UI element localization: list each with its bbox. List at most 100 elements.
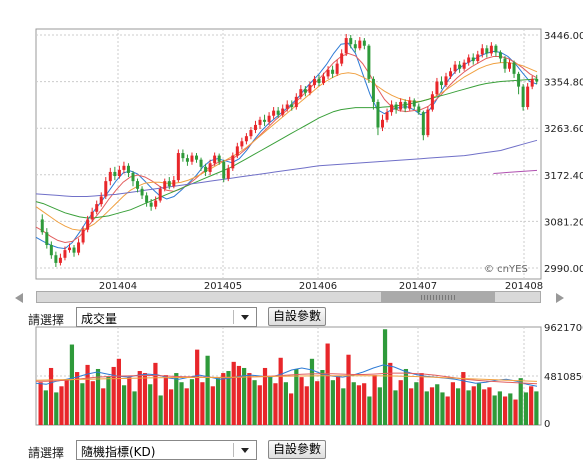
volume-bar bbox=[424, 391, 429, 425]
volume-bar bbox=[403, 368, 409, 425]
volume-bar bbox=[215, 378, 221, 425]
indicator-select-2[interactable]: 隨機指標(KD) bbox=[76, 440, 257, 460]
candle-body bbox=[185, 158, 189, 162]
volume-bar bbox=[59, 386, 64, 425]
volume-bar bbox=[75, 372, 80, 425]
candle-body bbox=[95, 204, 99, 212]
volume-bar bbox=[153, 362, 158, 425]
volume-bar bbox=[476, 383, 482, 425]
candle-body bbox=[258, 119, 262, 125]
volume-bar bbox=[38, 382, 43, 425]
candle-body bbox=[335, 63, 339, 74]
price-x-tick-label: 201404 bbox=[99, 281, 137, 292]
candle-body bbox=[331, 69, 335, 74]
candle-body bbox=[480, 48, 484, 55]
volume-bar bbox=[482, 389, 487, 425]
candle-body bbox=[403, 101, 407, 109]
indicator-select[interactable]: 成交量 bbox=[76, 307, 257, 327]
volume-bar bbox=[168, 389, 174, 425]
volume-bar bbox=[174, 373, 179, 425]
scrollbar-grip bbox=[424, 295, 425, 300]
candle-body bbox=[521, 86, 525, 108]
candle-body bbox=[86, 219, 90, 230]
candle-body bbox=[485, 48, 489, 54]
candle-body bbox=[312, 78, 316, 86]
candle-body bbox=[81, 229, 85, 243]
candle-body bbox=[195, 155, 199, 160]
volume-bar bbox=[278, 357, 283, 425]
candle-body bbox=[276, 110, 280, 115]
candle-body bbox=[467, 57, 471, 63]
candle-body bbox=[176, 153, 180, 181]
candle-body bbox=[399, 101, 403, 110]
price-ma-line-ma10 bbox=[35, 52, 538, 244]
price-ma-line-ma120 bbox=[35, 139, 538, 197]
volume-bar bbox=[487, 387, 492, 425]
scrollbar-grip bbox=[439, 295, 440, 300]
candle-body bbox=[117, 169, 121, 177]
volume-bar bbox=[69, 344, 75, 425]
scrollbar-grip bbox=[445, 295, 446, 300]
indicator-select-value: 成交量 bbox=[81, 312, 118, 326]
candle-body bbox=[99, 196, 103, 205]
volume-bar bbox=[184, 388, 189, 425]
volume-bar bbox=[294, 368, 299, 425]
candle-body bbox=[322, 76, 326, 84]
volume-bar bbox=[529, 386, 534, 425]
select-divider-2 bbox=[233, 443, 234, 457]
candle-body bbox=[58, 257, 62, 263]
scrollbar-grip bbox=[448, 295, 449, 300]
volume-bar bbox=[111, 366, 116, 425]
volume-bar bbox=[142, 373, 148, 425]
candle-body bbox=[108, 171, 112, 182]
price-candles bbox=[40, 33, 539, 267]
scrollbar-thumb[interactable] bbox=[381, 292, 495, 302]
candle-body bbox=[235, 146, 239, 156]
indicator-select-value-2: 隨機指標(KD) bbox=[81, 445, 156, 459]
candle-body bbox=[303, 89, 307, 93]
candle-body bbox=[90, 211, 94, 220]
candle-body bbox=[54, 255, 58, 263]
candle-body bbox=[67, 247, 71, 251]
volume-bar bbox=[518, 378, 523, 425]
volume-bar bbox=[54, 392, 59, 425]
candle-body bbox=[326, 69, 330, 77]
candle-body bbox=[213, 155, 217, 164]
candle-body bbox=[72, 247, 76, 253]
volume-bar bbox=[210, 386, 215, 425]
time-range-scrollbar[interactable] bbox=[36, 291, 541, 303]
candle-body bbox=[267, 115, 271, 122]
candle-body bbox=[154, 200, 158, 207]
candle-body bbox=[394, 104, 398, 110]
custom-params-button[interactable]: 自設參數 bbox=[268, 307, 326, 326]
volume-bar bbox=[95, 368, 101, 425]
volume-bar bbox=[325, 343, 330, 425]
candle-body bbox=[512, 62, 516, 74]
candle-body bbox=[380, 119, 384, 128]
candle-body bbox=[535, 78, 539, 82]
candle-body bbox=[285, 104, 289, 109]
candle-body bbox=[290, 104, 294, 108]
volume-bar bbox=[429, 387, 435, 425]
volume-ma-line-ma20 bbox=[35, 375, 538, 382]
volume-bar bbox=[513, 399, 518, 425]
left-arrow-icon[interactable] bbox=[15, 293, 23, 303]
indicator-select-label-2: 請選擇 bbox=[28, 446, 65, 460]
volume-bar bbox=[236, 365, 242, 425]
candle-body bbox=[426, 109, 430, 136]
candle-body bbox=[199, 159, 203, 167]
candle-body bbox=[530, 78, 534, 87]
candle-body bbox=[471, 57, 475, 62]
volume-bar bbox=[189, 379, 195, 425]
candle-body bbox=[385, 112, 389, 120]
candle-body bbox=[371, 78, 375, 102]
volume-y-tick-label: 9621700 bbox=[544, 323, 583, 334]
candle-body bbox=[317, 78, 321, 84]
right-arrow-icon[interactable] bbox=[556, 293, 564, 303]
candle-body bbox=[190, 155, 194, 162]
candle-body bbox=[63, 250, 67, 258]
candle-body bbox=[494, 45, 498, 53]
candle-body bbox=[430, 94, 434, 110]
price-grid bbox=[36, 29, 541, 279]
volume-bar bbox=[466, 390, 471, 425]
